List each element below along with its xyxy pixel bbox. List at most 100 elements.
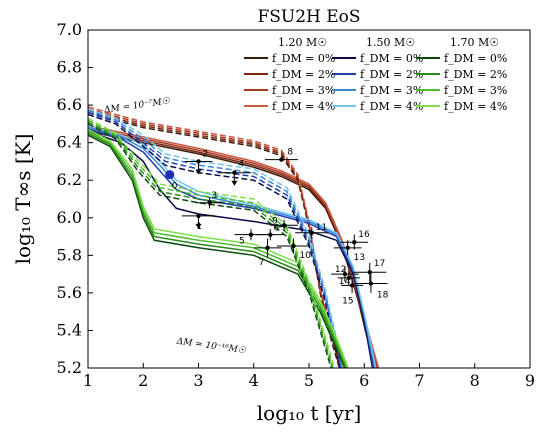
observation-point: 13 (333, 240, 365, 263)
observation-point: 17 (353, 259, 387, 282)
observation-marker (279, 157, 284, 162)
observation-point: 15 (341, 277, 364, 306)
observation-label: 12 (335, 265, 346, 275)
x-tick-label: 4 (249, 371, 259, 390)
observation-label: 6 (273, 224, 279, 234)
observation-marker (349, 283, 355, 288)
upper-limit-arrow-head (195, 223, 202, 229)
observation-marker (342, 271, 348, 277)
cooling-curve-3-solid (87, 134, 346, 369)
x-axis-ticks: 1 2 3 4 5 6 7 8 9 (83, 363, 535, 390)
upper-limit-arrow-head (231, 180, 238, 186)
legend-entry-label: f_DM = 4% (360, 100, 423, 113)
observation-label: 0 (172, 182, 178, 192)
observation-label: 9 (272, 216, 278, 226)
y-axis-ticks: 5.2 5.4 5.6 5.8 6.0 6.2 6.4 6.6 6.8 7.0 (57, 20, 93, 377)
observation-point: 2 (184, 149, 213, 175)
y-tick-label: 6.4 (57, 133, 82, 152)
observation-point: 3 (195, 191, 224, 209)
x-tick-label: 3 (193, 371, 203, 390)
cooling-curve-3-dashed (87, 117, 336, 369)
y-axis-title: log₁₀ T∞s [K] (11, 134, 35, 265)
y-tick-label: 5.2 (57, 358, 82, 377)
observation-marker (281, 223, 287, 228)
observation-label: 10 (300, 251, 312, 261)
y-tick-label: 6.6 (57, 95, 82, 114)
observation-point: 1 (181, 213, 216, 232)
legend-entry-label: f_DM = 2% (444, 68, 507, 81)
curves-layer (87, 106, 380, 369)
observation-label: 18 (377, 291, 389, 301)
observation-point: 11 (295, 223, 329, 239)
plot-background (88, 30, 530, 368)
legend-entry-label: f_DM = 3% (444, 84, 507, 97)
legend-group-header: 1.50 M☉ (366, 36, 415, 49)
legend-group-header: 1.70 M☉ (450, 36, 499, 49)
cooling-curve-1-dashed (87, 111, 341, 369)
observation-label: 8 (287, 148, 293, 158)
y-tick-label: 5.6 (57, 283, 82, 302)
y-tick-label: 6.2 (57, 170, 82, 189)
cooling-curve-3-dashed (87, 119, 335, 369)
observation-marker (291, 243, 296, 249)
legend-entry-label: f_DM = 4% (272, 100, 335, 113)
observation-marker (196, 159, 201, 164)
observation-label: 3 (212, 191, 218, 201)
observation-marker (265, 245, 270, 251)
observation-point: 0 (165, 170, 178, 192)
y-tick-label: 6.8 (57, 58, 82, 77)
cooling-curve-3-dashed (87, 123, 332, 369)
observation-marker (368, 281, 374, 286)
observation-point: 7 (253, 238, 282, 268)
observation-marker (345, 245, 350, 251)
cooling-curve-3-solid (87, 132, 347, 369)
observation-label: 15 (342, 296, 353, 306)
legend-entry-label: f_DM = 0% (444, 52, 507, 65)
observation-point: 10 (276, 238, 312, 261)
observation-marker (367, 270, 372, 275)
observation-point: 9 (270, 216, 298, 231)
x-tick-label: 2 (138, 371, 148, 390)
y-tick-label: 7.0 (57, 20, 82, 39)
observation-marker (196, 213, 201, 219)
chart-title: FSU2H EoS (257, 7, 360, 27)
observation-label: 14 (339, 277, 351, 287)
cooling-curve-2-solid (87, 130, 374, 369)
legend-group-header: 1.20 M☉ (278, 36, 327, 49)
observation-label: 16 (358, 230, 370, 240)
observation-marker (248, 232, 254, 237)
observation-marker (165, 170, 175, 180)
x-tick-label: 9 (525, 371, 535, 390)
x-tick-label: 1 (83, 371, 93, 390)
observation-label: 11 (316, 223, 327, 233)
observation-label: 7 (259, 258, 265, 268)
observation-label: 2 (203, 149, 209, 159)
legend: 1.20 M☉ f_DM = 0% f_DM = 2% f_DM = 3% f_DM =… (244, 36, 507, 113)
observation-point: 16 (340, 230, 370, 250)
observation-marker (352, 239, 357, 245)
x-tick-label: 6 (359, 371, 369, 390)
observation-marker (309, 230, 314, 235)
observation-point: 12 (331, 265, 359, 282)
legend-entry-label: f_DM = 0% (272, 52, 335, 65)
observation-point: 6 (256, 224, 285, 241)
observation-point: 18 (354, 274, 389, 301)
upper-limit-arrow-head (195, 169, 202, 175)
observation-marker (232, 170, 237, 175)
cooling-curve-1-dashed (87, 109, 342, 369)
observation-marker (346, 275, 351, 281)
observation-point: 4 (217, 160, 251, 186)
observation-label: 13 (354, 253, 365, 263)
y-tick-label: 5.8 (57, 245, 82, 264)
legend-entry-label: f_DM = 3% (272, 84, 335, 97)
y-tick-label: 6.0 (57, 208, 82, 227)
x-tick-label: 7 (414, 371, 424, 390)
cooling-curve-3-solid (87, 130, 348, 369)
observation-point: 8 (264, 148, 298, 162)
x-tick-label: 8 (470, 371, 480, 390)
legend-entry-label: f_DM = 2% (272, 68, 335, 81)
legend-entry-label: f_DM = 3% (360, 84, 423, 97)
observation-label: 5 (239, 237, 245, 247)
